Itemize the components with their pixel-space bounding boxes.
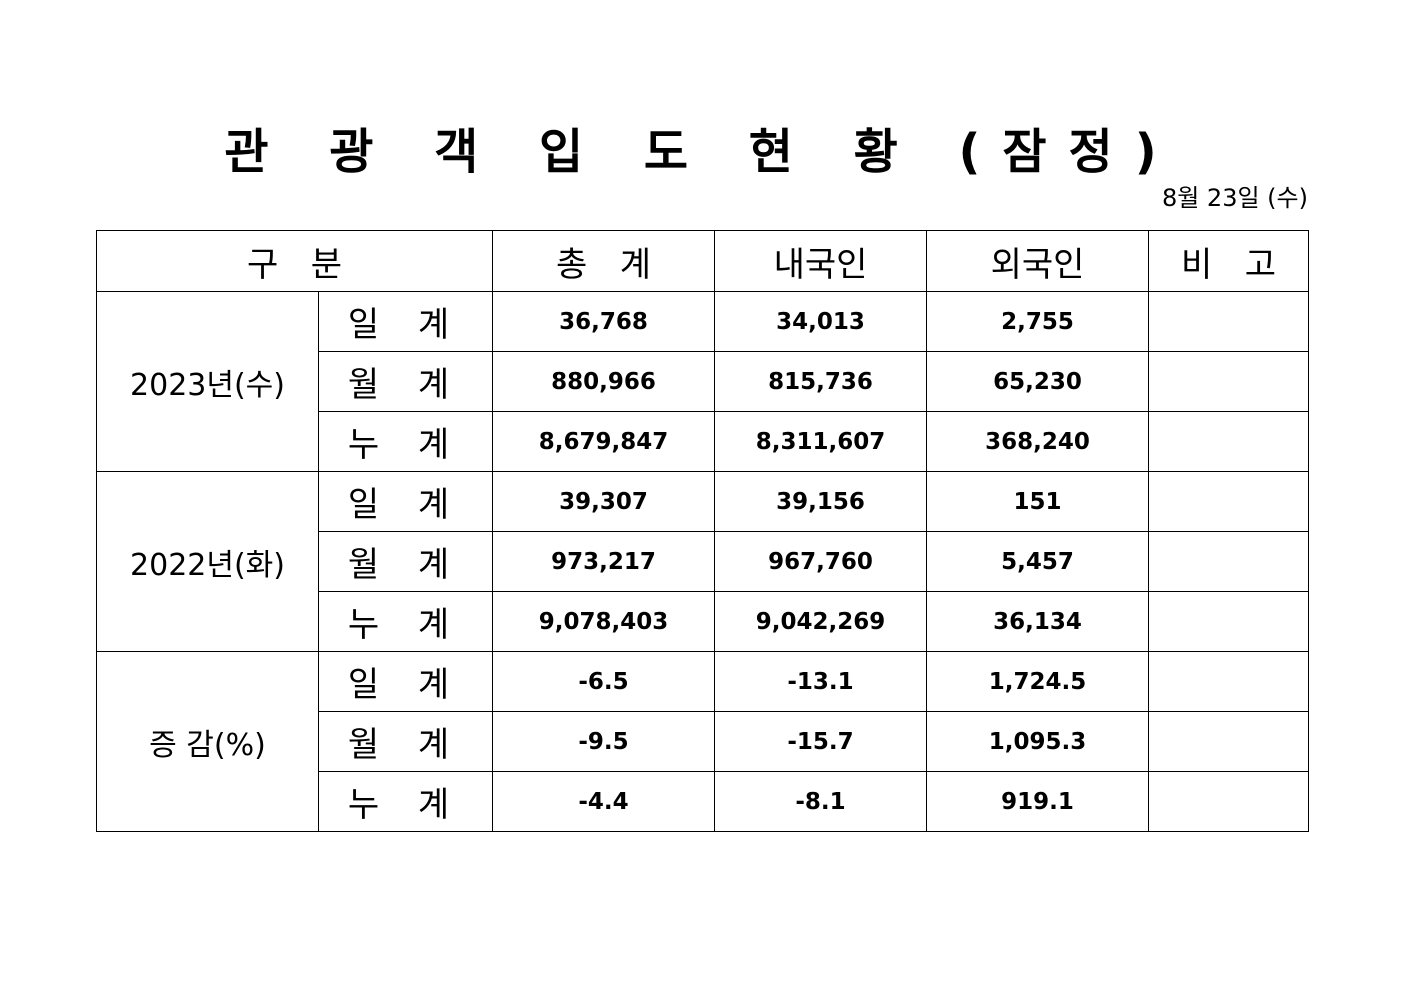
- note-cell: [1148, 351, 1309, 412]
- foreign-cell: 5,457: [926, 531, 1149, 592]
- period-label: 일 계: [318, 651, 493, 712]
- note-cell: [1148, 411, 1309, 472]
- domestic-cell: -15.7: [714, 711, 927, 772]
- table-row: 2022년(화) 일 계 39,307 39,156 151: [96, 471, 1309, 652]
- foreign-cell: 2,755: [926, 291, 1149, 352]
- total-cell: -6.5: [492, 651, 715, 712]
- note-cell: [1148, 771, 1309, 832]
- period-label: 월 계: [318, 711, 493, 772]
- domestic-cell: 39,156: [714, 471, 927, 532]
- table-row: 증 감(%) 일 계 -6.5 -13.1 1,724.5: [96, 651, 1309, 832]
- header-row: 구 분 총 계 내국인 외국인 비 고: [96, 230, 1309, 292]
- domestic-cell: -8.1: [714, 771, 927, 832]
- foreign-cell: 1,095.3: [926, 711, 1149, 772]
- page-title: 관 광 객 입 도 현 황 (잠정): [224, 124, 1179, 180]
- period-label: 일 계: [318, 471, 493, 532]
- tourist-arrivals-table: 구 분 총 계 내국인 외국인 비 고 2023년(수) 일 계 36,768 34,…: [96, 230, 1309, 832]
- header-foreign: 외국인: [926, 230, 1149, 292]
- note-cell: [1148, 531, 1309, 592]
- domestic-cell: 815,736: [714, 351, 927, 412]
- foreign-cell: 1,724.5: [926, 651, 1149, 712]
- header-note: 비 고: [1148, 230, 1309, 292]
- period-label: 누 계: [318, 771, 493, 832]
- table-row: 월 계 973,217 967,760 5,457: [97, 531, 1309, 592]
- group-label: 2022년(화): [96, 471, 319, 652]
- domestic-cell: 34,013: [714, 291, 927, 352]
- note-cell: [1148, 711, 1309, 772]
- domestic-cell: 9,042,269: [714, 591, 927, 652]
- table-row: 누 계 -4.4 -8.1 919.1: [97, 771, 1309, 832]
- note-cell: [1148, 471, 1309, 532]
- foreign-cell: 151: [926, 471, 1149, 532]
- table-row: 누 계 9,078,403 9,042,269 36,134: [97, 591, 1309, 652]
- header-category: 구 분: [96, 230, 493, 292]
- period-label: 누 계: [318, 591, 493, 652]
- total-cell: 39,307: [492, 471, 715, 532]
- foreign-cell: 65,230: [926, 351, 1149, 412]
- domestic-cell: -13.1: [714, 651, 927, 712]
- note-cell: [1148, 591, 1309, 652]
- total-cell: 9,078,403: [492, 591, 715, 652]
- total-cell: -4.4: [492, 771, 715, 832]
- period-label: 일 계: [318, 291, 493, 352]
- total-cell: 36,768: [492, 291, 715, 352]
- foreign-cell: 368,240: [926, 411, 1149, 472]
- group-label: 2023년(수): [96, 291, 319, 472]
- total-cell: 8,679,847: [492, 411, 715, 472]
- header-total: 총 계: [492, 230, 715, 292]
- period-label: 월 계: [318, 351, 493, 412]
- period-label: 월 계: [318, 531, 493, 592]
- total-cell: 973,217: [492, 531, 715, 592]
- period-label: 누 계: [318, 411, 493, 472]
- total-cell: -9.5: [492, 711, 715, 772]
- note-cell: [1148, 291, 1309, 352]
- table-row: 2023년(수) 일 계 36,768 34,013 2,755: [96, 291, 1309, 472]
- note-cell: [1148, 651, 1309, 712]
- header-domestic: 내국인: [714, 230, 927, 292]
- table-row: 누 계 8,679,847 8,311,607 368,240: [97, 411, 1309, 472]
- total-cell: 880,966: [492, 351, 715, 412]
- report-date: 8월 23일 (수): [1161, 184, 1308, 212]
- foreign-cell: 36,134: [926, 591, 1149, 652]
- group-label: 증 감(%): [96, 651, 319, 832]
- domestic-cell: 8,311,607: [714, 411, 927, 472]
- domestic-cell: 967,760: [714, 531, 927, 592]
- foreign-cell: 919.1: [926, 771, 1149, 832]
- table-row: 월 계 -9.5 -15.7 1,095.3: [97, 711, 1309, 772]
